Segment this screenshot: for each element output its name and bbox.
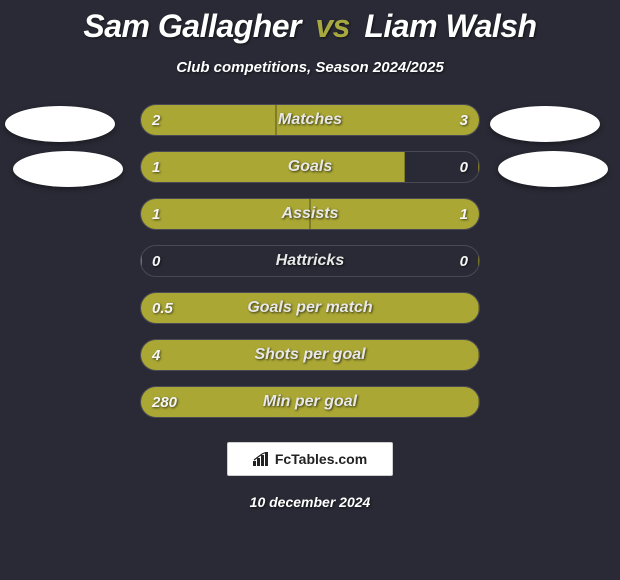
chart-icon bbox=[253, 452, 271, 466]
stat-label: Hattricks bbox=[141, 246, 479, 276]
stats-container: Matches23 Goals10 Assists11 Hattricks00 Goal… bbox=[0, 104, 620, 418]
stat-row: Goals10 bbox=[0, 151, 620, 183]
branding-badge: FcTables.com bbox=[227, 442, 393, 476]
stat-bar-left bbox=[141, 340, 479, 370]
stat-bar-left bbox=[141, 105, 276, 135]
stat-bar-right bbox=[478, 387, 479, 417]
stat-bar: Matches bbox=[140, 104, 480, 136]
branding-text: FcTables.com bbox=[275, 451, 367, 467]
stat-row: Goals per match0.5 bbox=[0, 292, 620, 324]
title-player2: Liam Walsh bbox=[364, 8, 536, 44]
stat-bar: Goals per match bbox=[140, 292, 480, 324]
subtitle: Club competitions, Season 2024/2025 bbox=[0, 59, 620, 76]
avatar-placeholder bbox=[498, 151, 608, 187]
date: 10 december 2024 bbox=[0, 494, 620, 510]
stat-bar-left bbox=[141, 293, 479, 323]
stat-bar: Hattricks bbox=[140, 245, 480, 277]
stat-bar-left bbox=[141, 199, 310, 229]
stat-bar-right bbox=[310, 199, 479, 229]
stat-bar-left bbox=[141, 387, 479, 417]
avatar-placeholder bbox=[5, 106, 115, 142]
stat-bar-right bbox=[276, 105, 479, 135]
stat-row: Min per goal280 bbox=[0, 386, 620, 418]
stat-row: Matches23 bbox=[0, 104, 620, 136]
stat-bar-right bbox=[478, 152, 479, 182]
stat-bar: Goals bbox=[140, 151, 480, 183]
stat-row: Shots per goal4 bbox=[0, 339, 620, 371]
stat-bar: Assists bbox=[140, 198, 480, 230]
avatar-placeholder bbox=[490, 106, 600, 142]
stat-bar-left bbox=[141, 152, 405, 182]
stat-row: Assists11 bbox=[0, 198, 620, 230]
comparison-title: Sam Gallagher vs Liam Walsh bbox=[0, 0, 620, 45]
stat-bar-right bbox=[478, 293, 479, 323]
stat-bar: Min per goal bbox=[140, 386, 480, 418]
title-player1: Sam Gallagher bbox=[83, 8, 301, 44]
stat-row: Hattricks00 bbox=[0, 245, 620, 277]
stat-bar-left bbox=[141, 246, 142, 276]
title-vs: vs bbox=[315, 8, 350, 44]
avatar-placeholder bbox=[13, 151, 123, 187]
stat-bar-right bbox=[478, 340, 479, 370]
stat-bar: Shots per goal bbox=[140, 339, 480, 371]
stat-bar-right bbox=[478, 246, 479, 276]
